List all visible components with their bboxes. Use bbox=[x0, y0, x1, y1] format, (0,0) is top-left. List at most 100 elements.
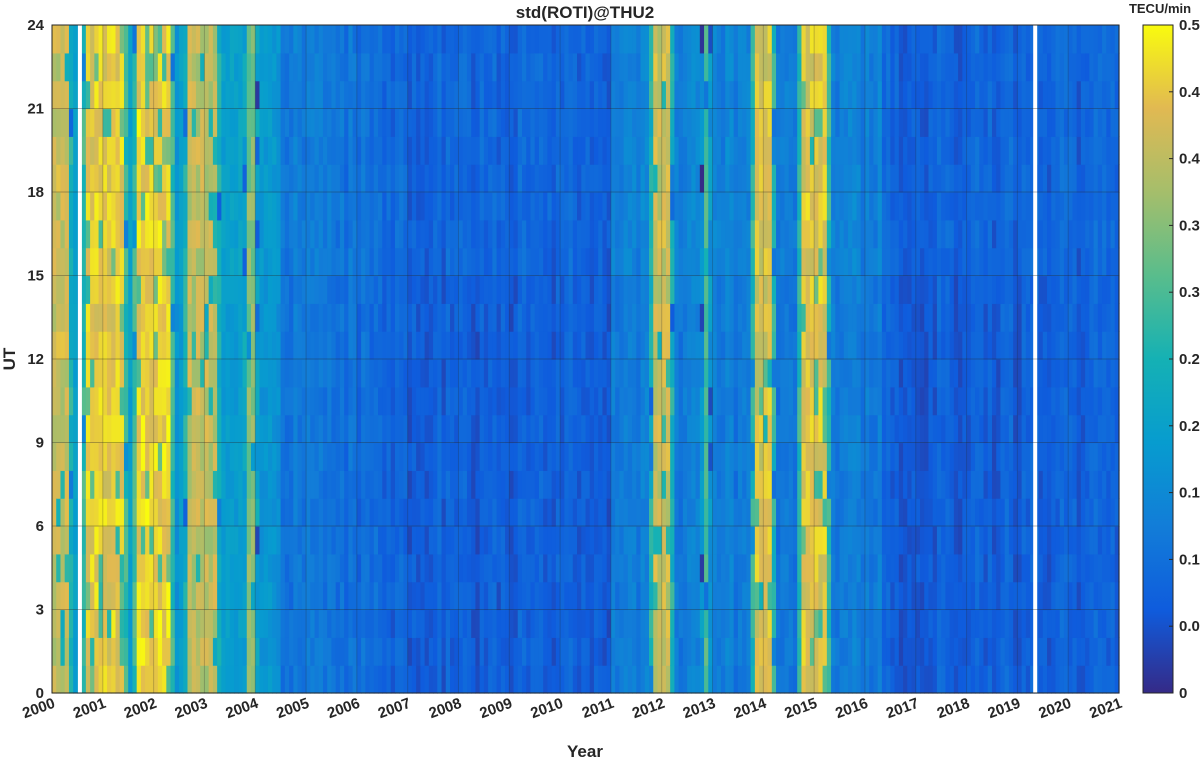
heatmap-cell bbox=[420, 247, 426, 277]
heatmap-cell bbox=[860, 637, 866, 666]
heatmap-cell bbox=[661, 386, 667, 416]
heatmap-cell bbox=[373, 359, 379, 388]
heatmap-cell bbox=[272, 192, 277, 221]
heatmap-cell bbox=[649, 219, 654, 249]
heatmap-cell bbox=[68, 164, 74, 193]
heatmap-cell bbox=[725, 442, 731, 471]
heatmap-cell bbox=[788, 498, 794, 527]
heatmap-cell bbox=[852, 136, 858, 165]
heatmap-cell bbox=[251, 470, 256, 499]
heatmap-cell bbox=[737, 192, 743, 221]
heatmap-cell bbox=[373, 219, 379, 249]
heatmap-cell bbox=[881, 637, 887, 666]
heatmap-cell bbox=[568, 192, 574, 221]
heatmap-cell bbox=[754, 108, 760, 137]
heatmap-cell bbox=[619, 386, 625, 416]
heatmap-cell bbox=[826, 637, 832, 666]
heatmap-cell bbox=[521, 637, 527, 666]
heatmap-cell bbox=[183, 303, 189, 332]
heatmap-cell bbox=[221, 553, 227, 583]
heatmap-cell bbox=[606, 25, 612, 54]
heatmap-cell bbox=[238, 192, 244, 221]
heatmap-cell bbox=[123, 192, 129, 221]
heatmap-cell bbox=[424, 136, 430, 165]
heatmap-cell bbox=[564, 80, 570, 110]
heatmap-cell bbox=[547, 136, 553, 165]
heatmap-cell bbox=[759, 414, 764, 444]
heatmap-cell bbox=[471, 581, 477, 611]
heatmap-cell bbox=[733, 219, 739, 249]
heatmap-cell bbox=[725, 665, 731, 694]
heatmap-cell bbox=[454, 247, 460, 277]
heatmap-cell bbox=[606, 136, 612, 165]
heatmap-cell bbox=[898, 303, 904, 332]
heatmap-cell bbox=[678, 192, 684, 221]
heatmap-cell bbox=[699, 331, 705, 360]
heatmap-cell bbox=[915, 331, 921, 360]
heatmap-cell bbox=[653, 609, 659, 638]
heatmap-cell bbox=[593, 553, 599, 583]
heatmap-cell bbox=[792, 52, 798, 82]
heatmap-cell bbox=[708, 526, 714, 555]
heatmap-cell bbox=[107, 303, 112, 332]
heatmap-cell bbox=[466, 247, 472, 277]
heatmap-cell bbox=[839, 164, 845, 193]
heatmap-cell bbox=[187, 192, 193, 221]
heatmap-cell bbox=[619, 359, 625, 388]
heatmap-cell bbox=[445, 581, 451, 611]
heatmap-cell bbox=[526, 498, 532, 527]
heatmap-cell bbox=[792, 498, 798, 527]
heatmap-cell bbox=[513, 108, 519, 137]
heatmap-cell bbox=[636, 359, 642, 388]
heatmap-cell bbox=[581, 303, 587, 332]
heatmap-cell bbox=[843, 498, 849, 527]
heatmap-cell bbox=[602, 553, 608, 583]
heatmap-cell bbox=[356, 609, 362, 638]
heatmap-cell bbox=[255, 553, 261, 583]
heatmap-cell bbox=[898, 470, 904, 499]
heatmap-cell bbox=[293, 108, 299, 137]
heatmap-cell bbox=[153, 80, 159, 110]
heatmap-cell bbox=[839, 331, 845, 360]
heatmap-cell bbox=[475, 498, 481, 527]
heatmap-cell bbox=[776, 526, 781, 555]
heatmap-cell bbox=[657, 108, 663, 137]
heatmap-cell bbox=[695, 526, 701, 555]
heatmap-cell bbox=[737, 25, 743, 54]
heatmap-cell bbox=[479, 581, 485, 611]
heatmap-cell bbox=[852, 192, 858, 221]
heatmap-cell bbox=[52, 52, 57, 82]
heatmap-cell bbox=[746, 609, 752, 638]
heatmap-cell bbox=[153, 164, 159, 193]
heatmap-cell bbox=[750, 553, 756, 583]
heatmap-cell bbox=[496, 219, 502, 249]
heatmap-cell bbox=[805, 164, 811, 193]
heatmap-cell bbox=[284, 386, 290, 416]
heatmap-cell bbox=[538, 331, 544, 360]
heatmap-cell bbox=[284, 359, 290, 388]
heatmap-cell bbox=[450, 108, 455, 137]
heatmap-cell bbox=[835, 442, 841, 471]
heatmap-cell bbox=[445, 303, 451, 332]
heatmap-cell bbox=[68, 498, 74, 527]
heatmap-cell bbox=[462, 414, 468, 444]
heatmap-cell bbox=[509, 80, 515, 110]
heatmap-cell bbox=[166, 414, 172, 444]
heatmap-cell bbox=[907, 247, 913, 277]
heatmap-cell bbox=[776, 442, 781, 471]
heatmap-cell bbox=[85, 136, 91, 165]
heatmap-cell bbox=[445, 526, 451, 555]
heatmap-cell bbox=[500, 442, 506, 471]
heatmap-cell bbox=[289, 303, 294, 332]
heatmap-cell bbox=[382, 331, 388, 360]
heatmap-cell bbox=[869, 108, 875, 137]
heatmap-cell bbox=[386, 665, 392, 694]
heatmap-cell bbox=[314, 553, 320, 583]
heatmap-cell bbox=[458, 442, 464, 471]
heatmap-cell bbox=[602, 25, 608, 54]
heatmap-cell bbox=[877, 303, 883, 332]
heatmap-cell bbox=[665, 80, 671, 110]
heatmap-cell bbox=[416, 25, 421, 54]
heatmap-cell bbox=[771, 637, 777, 666]
